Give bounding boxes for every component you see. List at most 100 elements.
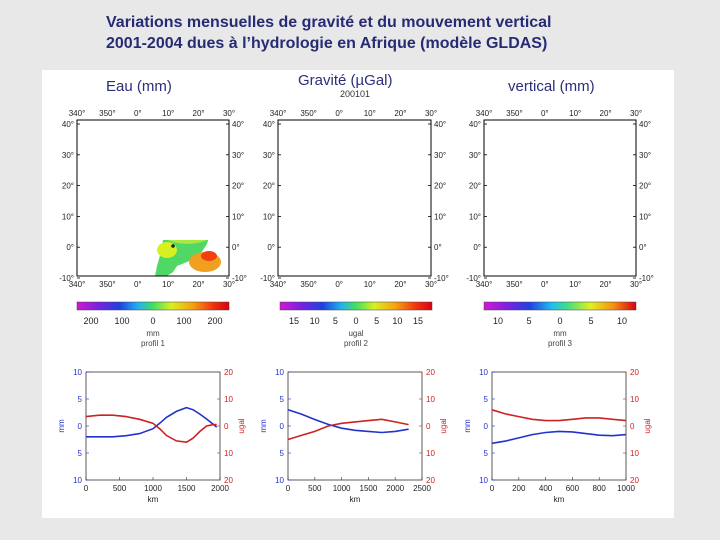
- left-tick-label: 0: [280, 422, 285, 431]
- left-tick-label: 5: [280, 395, 285, 404]
- right-axis-label: ugal: [439, 418, 448, 433]
- water-profile-line: [287, 409, 409, 434]
- left-tick-label: 10: [275, 476, 284, 485]
- colorbar-tick-label: 100: [114, 316, 129, 326]
- x-tick-label: 1000: [617, 484, 635, 493]
- right-tick-label: 10: [426, 395, 435, 404]
- colorbar-tick-label: 15: [413, 316, 423, 326]
- lat-tick-label-left: 40°: [263, 120, 275, 129]
- map-1: 340° 340° 350° 350° 0° 0° 10° 10° 20° 20° 30° 30° 40…: [59, 109, 247, 289]
- lon-tick-label-top: 350°: [99, 109, 116, 118]
- lon-tick-label-bottom: 350°: [506, 280, 523, 289]
- left-tick-label: 0: [78, 422, 83, 431]
- lat-tick-label-left: -10°: [260, 274, 275, 283]
- colorbar-ramp: [77, 302, 229, 310]
- lon-tick-label-bottom: 20°: [600, 280, 612, 289]
- right-tick-label: 20: [426, 368, 435, 377]
- x-tick-label: 0: [286, 484, 291, 493]
- profile-label: profil 1: [141, 339, 166, 348]
- lat-tick-label-right: 0°: [639, 243, 647, 252]
- profile-chart-2: 0 500 1000 1500 2000 2500km1050510201001020mm…: [259, 368, 448, 504]
- lat-tick-label-right: 10°: [232, 212, 244, 221]
- lon-tick-label-bottom: 0°: [134, 280, 142, 289]
- lon-tick-label-top: 30°: [425, 109, 437, 118]
- map-ocean: [278, 120, 431, 276]
- lat-tick-label-left: -10°: [466, 274, 481, 283]
- colorbar-tick-label: 0: [150, 316, 155, 326]
- lon-tick-label-top: 10°: [162, 109, 174, 118]
- lat-tick-label-left: 0°: [473, 243, 481, 252]
- lon-tick-label-bottom: 0°: [335, 280, 343, 289]
- lat-tick-label-right: 30°: [639, 151, 651, 160]
- x-axis-label: km: [554, 495, 565, 504]
- map-3: 340° 340° 350° 350° 0° 0° 10° 10° 20° 20° 30° 30° 40…: [466, 109, 654, 289]
- left-axis-label: mm: [259, 419, 268, 433]
- lon-tick-label-top: 0°: [335, 109, 343, 118]
- x-tick-label: 2000: [386, 484, 404, 493]
- map-content: [155, 240, 221, 276]
- lat-tick-label-right: 0°: [232, 243, 240, 252]
- lat-tick-label-left: 0°: [66, 243, 74, 252]
- map-2: 340° 340° 350° 350° 0° 0° 10° 10° 20° 20° 30° 30° 40…: [260, 109, 449, 289]
- x-axis-label: km: [148, 495, 159, 504]
- maps-group: 340° 340° 350° 350° 0° 0° 10° 10° 20° 20° 30° 30° 40…: [59, 109, 654, 289]
- right-tick-label: 10: [224, 395, 233, 404]
- central-zone: [167, 240, 207, 244]
- lon-tick-label-top: 30°: [630, 109, 642, 118]
- colorbar-tick-label: 15: [289, 316, 299, 326]
- map-label-water: Eau (mm): [106, 78, 172, 95]
- title-line-1: Variations mensuelles de gravité et du m…: [106, 14, 552, 31]
- chart-frame: [287, 371, 423, 481]
- title-line-2: 2001-2004 dues à l’hydrologie en Afrique…: [106, 35, 548, 52]
- lat-tick-label-left: 30°: [62, 151, 74, 160]
- lat-tick-label-right: 20°: [232, 182, 244, 191]
- lat-tick-label-left: 20°: [263, 182, 275, 191]
- lon-tick-label-top: 340°: [270, 109, 287, 118]
- lon-tick-label-bottom: 20°: [193, 280, 205, 289]
- colorbar-frame: [483, 301, 637, 311]
- lon-tick-label-bottom: 30°: [425, 280, 437, 289]
- gravity-profile-line: [491, 409, 627, 422]
- colorbar-frame: [279, 301, 433, 311]
- left-tick-label: 10: [73, 368, 82, 377]
- colorbar-tick-label: 100: [176, 316, 191, 326]
- x-tick-label: 500: [113, 484, 127, 493]
- map-frame: [76, 119, 230, 277]
- lon-tick-label-bottom: 10°: [569, 280, 581, 289]
- lat-tick-label-left: 40°: [62, 120, 74, 129]
- slide-title: Variations mensuelles de gravité et du m…: [106, 12, 666, 54]
- left-tick-label: 5: [78, 449, 83, 458]
- left-tick-label: 10: [479, 476, 488, 485]
- lon-tick-label-top: 10°: [364, 109, 376, 118]
- right-tick-label: 20: [630, 476, 639, 485]
- lat-tick-label-right: 30°: [434, 151, 446, 160]
- lon-tick-label-top: 10°: [569, 109, 581, 118]
- water-profile-line: [86, 406, 218, 438]
- colorbar-tick-label: 5: [588, 316, 593, 326]
- colorbar-tick-label: 5: [526, 316, 531, 326]
- lon-tick-label-bottom: 340°: [69, 280, 86, 289]
- x-tick-label: 1500: [178, 484, 196, 493]
- map-label-gravity: Gravité (µGal): [298, 72, 393, 89]
- lat-tick-label-right: 10°: [639, 212, 651, 221]
- profile-label: profil 3: [548, 339, 573, 348]
- colorbar-tick-label: 0: [557, 316, 562, 326]
- lon-tick-label-bottom: 350°: [300, 280, 317, 289]
- water-profile-line: [491, 430, 627, 445]
- x-tick-label: 600: [566, 484, 580, 493]
- x-tick-label: 1500: [360, 484, 378, 493]
- lon-tick-label-top: 350°: [300, 109, 317, 118]
- colorbar-tick-label: 5: [374, 316, 379, 326]
- map-ocean: [484, 120, 636, 276]
- lon-tick-label-bottom: 0°: [541, 280, 549, 289]
- colorbar-tick-label: 200: [207, 316, 222, 326]
- lon-tick-label-top: 0°: [541, 109, 549, 118]
- lat-tick-label-left: 40°: [469, 120, 481, 129]
- lon-tick-label-top: 350°: [506, 109, 523, 118]
- map-ocean: [77, 120, 229, 276]
- x-tick-label: 1000: [333, 484, 351, 493]
